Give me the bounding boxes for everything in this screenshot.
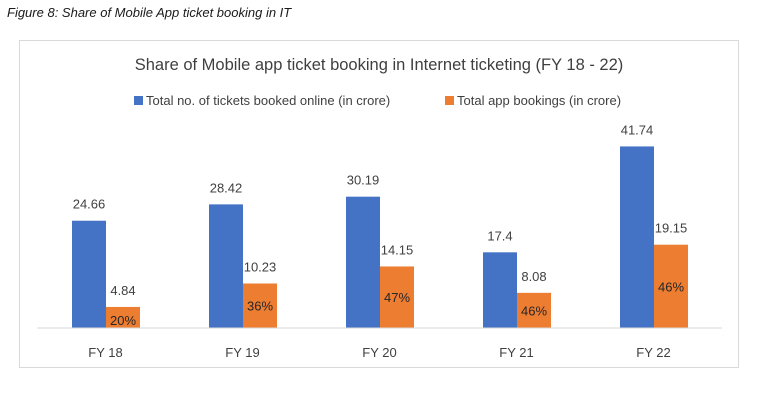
x-tick-label-1: FY 18 xyxy=(88,345,122,360)
bar-app-3 xyxy=(380,266,414,328)
share-label-2: 36% xyxy=(247,299,273,314)
data-label-app-4: 8.08 xyxy=(521,269,546,284)
legend: Total no. of tickets booked online (in c… xyxy=(134,93,621,108)
data-label-online-5: 41.74 xyxy=(621,122,654,137)
x-tick-label-4: FY 21 xyxy=(499,345,533,360)
legend-swatch-app xyxy=(445,96,454,105)
data-label-online-2: 28.42 xyxy=(210,180,243,195)
data-label-online-1: 24.66 xyxy=(73,197,106,212)
x-tick-label-2: FY 19 xyxy=(225,345,259,360)
bar-online-2 xyxy=(209,204,243,328)
share-label-3: 47% xyxy=(384,290,410,305)
bar-online-5 xyxy=(620,146,654,328)
share-label-5: 46% xyxy=(658,279,684,294)
bar-app-5 xyxy=(654,244,688,328)
data-label-online-4: 17.4 xyxy=(487,228,512,243)
legend-label-online: Total no. of tickets booked online (in c… xyxy=(146,93,390,108)
data-label-online-3: 30.19 xyxy=(347,173,380,188)
chart-title: Share of Mobile app ticket booking in In… xyxy=(135,56,624,74)
bar-app-1 xyxy=(106,306,140,328)
data-label-app-5: 19.15 xyxy=(655,221,688,236)
chart-marks: 24.66 4.84 20% FY 18 28.42 10.23 36% FY 19 30.19… xyxy=(72,122,688,360)
share-label-4: 46% xyxy=(521,303,547,318)
bar-app-2 xyxy=(243,283,277,328)
bar-online-1 xyxy=(72,220,106,328)
bar-online-3 xyxy=(346,196,380,328)
legend-label-app: Total app bookings (in crore) xyxy=(457,93,621,108)
legend-swatch-online xyxy=(134,96,143,105)
bar-app-4 xyxy=(517,292,551,328)
data-label-app-3: 14.15 xyxy=(381,242,414,257)
data-label-app-1: 4.84 xyxy=(110,283,135,298)
x-tick-label-5: FY 22 xyxy=(636,345,670,360)
share-label-1: 20% xyxy=(110,313,136,328)
bar-online-4 xyxy=(483,252,517,328)
figure-caption: Figure 8: Share of Mobile App ticket boo… xyxy=(7,5,292,20)
data-label-app-2: 10.23 xyxy=(244,259,277,274)
x-tick-label-3: FY 20 xyxy=(362,345,396,360)
